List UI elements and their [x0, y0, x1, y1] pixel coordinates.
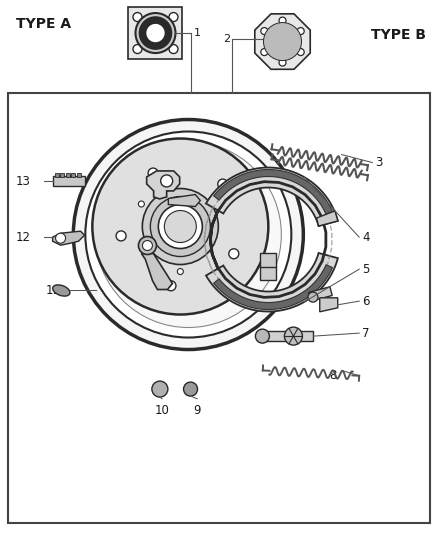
Bar	[71, 173, 75, 177]
Text: 3: 3	[375, 156, 383, 169]
Circle shape	[116, 231, 126, 241]
Text: 10: 10	[155, 404, 170, 417]
Polygon shape	[255, 14, 310, 69]
Polygon shape	[214, 169, 332, 214]
Circle shape	[269, 29, 296, 54]
Circle shape	[218, 179, 228, 189]
Polygon shape	[53, 231, 85, 245]
Text: 2: 2	[223, 34, 230, 44]
Polygon shape	[147, 171, 180, 199]
Circle shape	[142, 240, 152, 251]
Circle shape	[297, 28, 304, 35]
Circle shape	[273, 33, 292, 51]
Circle shape	[161, 175, 173, 187]
Text: 4: 4	[362, 231, 370, 244]
Circle shape	[166, 281, 176, 291]
Bar	[309, 287, 332, 301]
Circle shape	[85, 132, 291, 337]
Text: 13: 13	[16, 175, 31, 188]
Polygon shape	[206, 167, 338, 226]
Circle shape	[169, 45, 178, 53]
Text: 9: 9	[193, 404, 201, 417]
Circle shape	[73, 119, 304, 350]
Circle shape	[169, 13, 178, 21]
Circle shape	[148, 168, 158, 178]
Circle shape	[272, 31, 293, 52]
Circle shape	[216, 201, 223, 207]
Circle shape	[164, 211, 196, 243]
Text: 6: 6	[362, 295, 370, 308]
Circle shape	[138, 201, 145, 207]
Circle shape	[138, 237, 156, 255]
Text: 8: 8	[329, 369, 336, 382]
Circle shape	[133, 45, 142, 53]
Circle shape	[279, 59, 286, 66]
Circle shape	[255, 329, 269, 343]
Circle shape	[150, 197, 210, 256]
Bar	[8, 93, 430, 523]
Bar	[260, 265, 276, 279]
Text: 7: 7	[362, 327, 370, 340]
Circle shape	[142, 189, 218, 264]
Text: TYPE B: TYPE B	[371, 28, 426, 42]
Text: 12: 12	[16, 231, 31, 244]
Circle shape	[95, 142, 281, 327]
Polygon shape	[206, 253, 338, 311]
Text: TYPE A: TYPE A	[16, 17, 71, 31]
Bar	[60, 173, 64, 177]
Bar	[77, 173, 81, 177]
Circle shape	[297, 49, 304, 55]
Circle shape	[184, 382, 198, 396]
Circle shape	[133, 13, 142, 21]
Text: 11: 11	[46, 284, 61, 297]
Circle shape	[261, 28, 268, 35]
Circle shape	[279, 17, 286, 24]
Circle shape	[284, 327, 302, 345]
Circle shape	[56, 233, 66, 243]
Circle shape	[264, 22, 301, 61]
Circle shape	[145, 23, 166, 43]
Bar	[53, 176, 85, 186]
Circle shape	[266, 26, 299, 58]
Polygon shape	[320, 298, 338, 312]
Circle shape	[276, 35, 290, 49]
Circle shape	[152, 381, 168, 397]
Bar	[66, 173, 70, 177]
Bar	[258, 331, 314, 341]
Ellipse shape	[53, 285, 70, 296]
Circle shape	[261, 49, 268, 55]
Circle shape	[177, 269, 184, 274]
Polygon shape	[317, 211, 338, 226]
Bar	[260, 253, 276, 267]
Polygon shape	[214, 265, 332, 310]
Text: 1: 1	[194, 28, 201, 38]
Circle shape	[92, 139, 268, 314]
Bar	[55, 173, 59, 177]
Text: 5: 5	[362, 263, 370, 276]
Circle shape	[135, 13, 176, 53]
Circle shape	[308, 292, 318, 302]
FancyBboxPatch shape	[128, 7, 183, 59]
Circle shape	[159, 205, 202, 248]
Circle shape	[139, 17, 172, 49]
Polygon shape	[168, 195, 200, 206]
Polygon shape	[141, 254, 173, 289]
Circle shape	[229, 249, 239, 259]
